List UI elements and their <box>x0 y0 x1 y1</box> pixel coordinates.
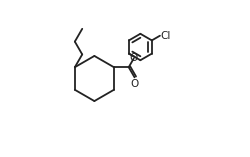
Text: O: O <box>129 54 137 63</box>
Text: O: O <box>130 78 138 89</box>
Text: Cl: Cl <box>160 31 170 41</box>
